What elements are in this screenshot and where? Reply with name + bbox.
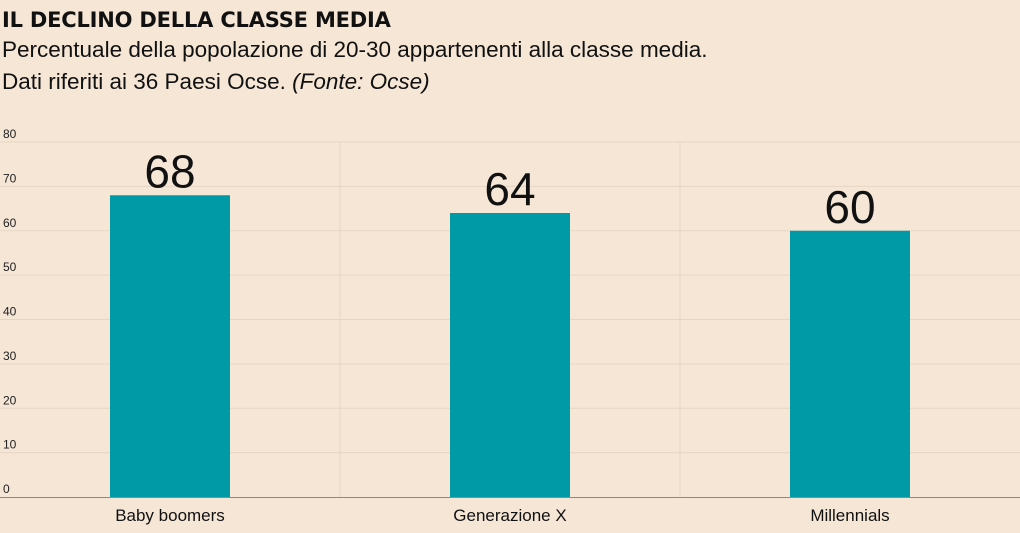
chart-subtitle-line1: Percentuale della popolazione di 20-30 a… (2, 37, 708, 62)
x-tick-label-0: Baby boomers (115, 506, 225, 525)
bar-value-label-1: 64 (484, 163, 535, 215)
bar-1 (450, 213, 570, 497)
chart-subtitle-line2: Dati riferiti ai 36 Paesi Ocse. (Fonte: … (2, 66, 1002, 98)
bar-value-label-0: 68 (144, 145, 195, 197)
bar-2 (790, 230, 910, 497)
y-tick-label-20: 20 (3, 393, 17, 407)
y-tick-label-30: 30 (3, 349, 17, 363)
y-tick-label-70: 70 (3, 171, 17, 185)
y-tick-label-60: 60 (3, 216, 17, 230)
x-tick-label-1: Generazione X (453, 506, 566, 525)
bar-0 (110, 195, 230, 497)
chart-title: IL DECLINO DELLA CLASSE MEDIA (2, 8, 391, 32)
chart-subtitle-text: Dati riferiti ai 36 Paesi Ocse. (2, 69, 286, 94)
y-tick-label-0: 0 (3, 482, 10, 496)
y-tick-label-40: 40 (3, 305, 17, 319)
y-tick-label-10: 10 (3, 438, 17, 452)
y-tick-label-80: 80 (3, 127, 17, 141)
chart-header: IL DECLINO DELLA CLASSE MEDIA Percentual… (2, 6, 1002, 98)
x-tick-label-2: Millennials (810, 506, 889, 525)
bar-value-label-2: 60 (824, 181, 875, 233)
y-tick-label-50: 50 (3, 260, 17, 274)
chart-source: (Fonte: Ocse) (292, 69, 430, 94)
